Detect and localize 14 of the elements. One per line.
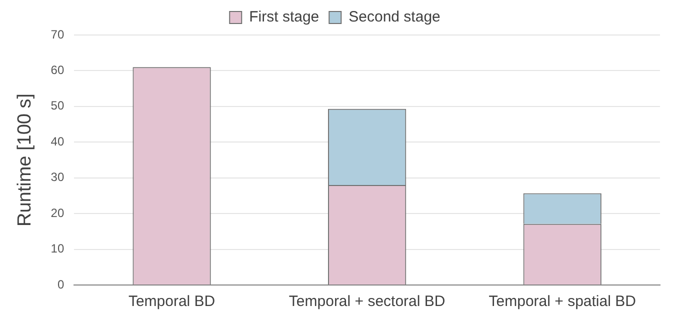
y-axis-title: Runtime [100 s] bbox=[14, 93, 36, 227]
y-tick-label: 70 bbox=[50, 27, 64, 42]
y-tick-label: 30 bbox=[50, 170, 64, 184]
legend-label: Second stage bbox=[348, 8, 440, 26]
y-tick-label: 0 bbox=[57, 277, 64, 292]
y-tick-label: 50 bbox=[50, 98, 64, 113]
y-tick-label: 40 bbox=[50, 134, 64, 148]
y-tick-label: 60 bbox=[50, 63, 64, 78]
x-tick-label: Temporal BD bbox=[128, 293, 216, 310]
x-tick-label: Temporal + sectoral BD bbox=[288, 293, 446, 310]
y-tick-label: 10 bbox=[50, 242, 64, 256]
y-tick-label: 20 bbox=[50, 206, 64, 220]
legend-label: First stage bbox=[249, 8, 320, 26]
x-tick-label: Temporal + spatial BD bbox=[488, 293, 636, 310]
